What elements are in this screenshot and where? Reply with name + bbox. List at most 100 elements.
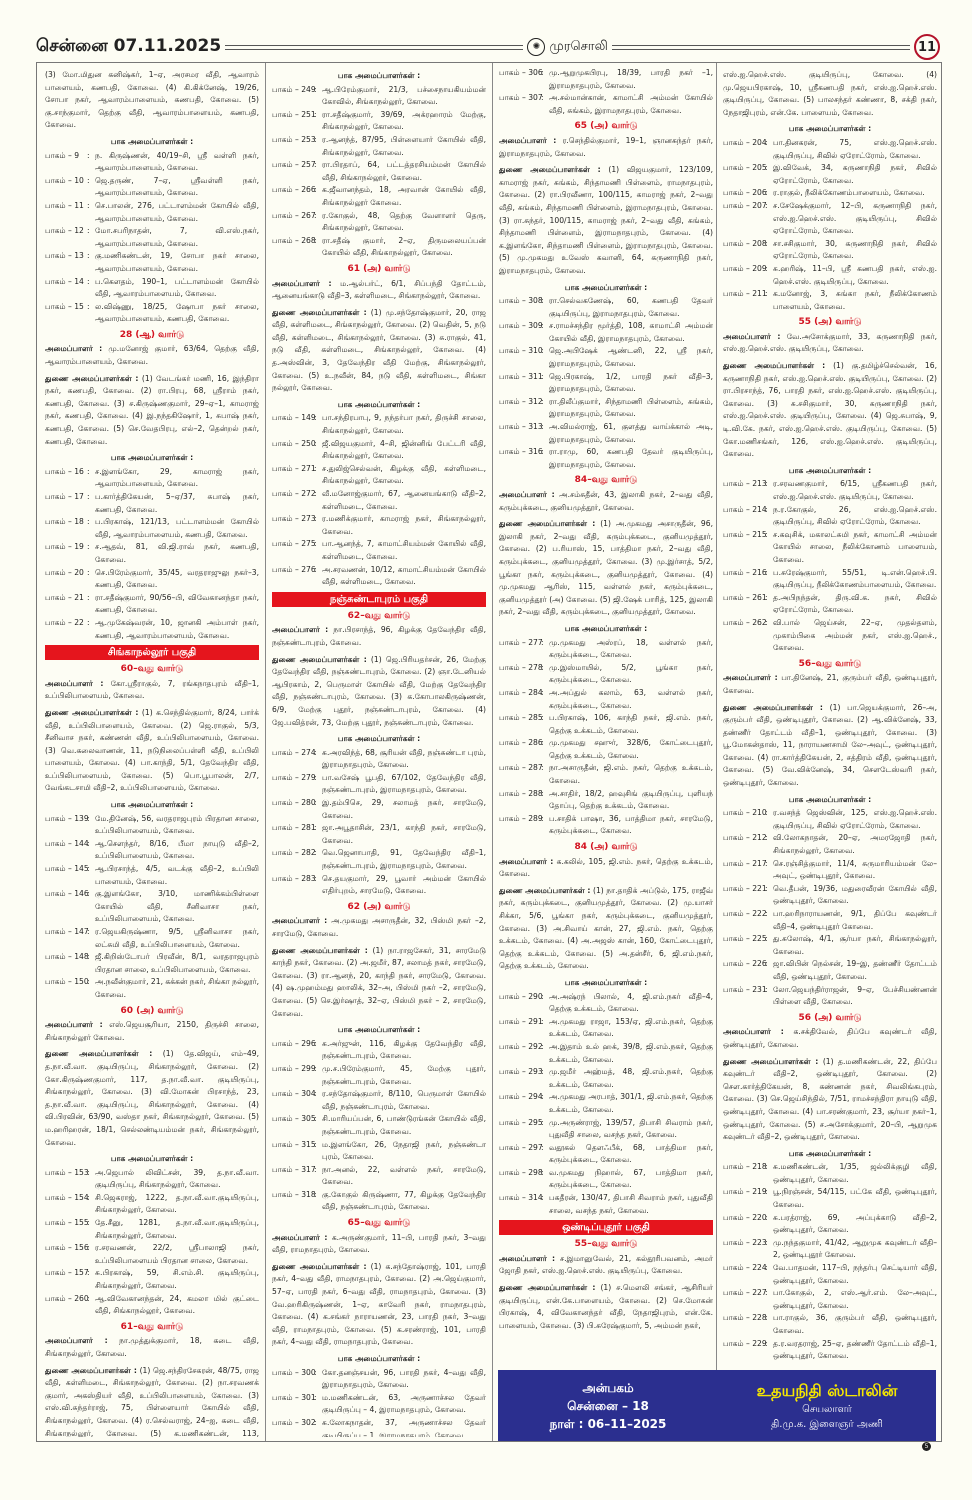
booth-organizer-details: ர.சரவணன், 22/2, ஸ்ரீபாலாஜி நகர், உப்பிலி… <box>95 1243 259 1265</box>
booth-organizer-details: ஜெ.பிரகாஷ், 1/2, பாரதி நகர் வீதி–3, இராம… <box>549 371 713 394</box>
separator: : <box>765 289 768 299</box>
separator: : <box>765 833 768 843</box>
booth-number: பாகம் – 284 <box>499 687 543 697</box>
separator: : <box>314 772 317 782</box>
separator: : <box>87 927 90 936</box>
separator: : <box>87 251 90 261</box>
page-number-badge: 11 <box>914 34 941 60</box>
booth-entry: பாகம் – 310: ஜெ.அபிஷேக் ஆண்டனி, 22, ஸ்ரீ … <box>499 345 713 370</box>
role-label: அமைப்பாளர் : <box>272 1232 328 1242</box>
booth-entry: பாகம் – 273: ர.மணிக்குமார், காமராஜ் நகர்,… <box>272 513 486 538</box>
booth-organizer-details: செ.ரஞ்சித்குமார், 11/4, சுருமாரியம்மன் ல… <box>773 858 937 881</box>
column-2: பாக அமைப்பாளர்கள் : பாகம் – 249: ஆ.பிரேம்க… <box>272 67 486 1437</box>
booth-number: பாகம் – 251 <box>272 109 316 119</box>
booth-entry: பாகம் – 228: பா.ராகுல், 36, குரும்பர் வீத… <box>723 1312 937 1337</box>
booth-entry: பாகம் – 268: ரா.சதீஷ் குமார், 2–ஏ, திருமல… <box>272 235 486 260</box>
booth-number: பாகம் – 271 <box>272 463 316 473</box>
booth-entry: பாகம் – 260: ஆ.விவேகானந்தன், 24, கமலா மில… <box>45 1293 259 1318</box>
booth-organizer-details: ர.வசந்த் ஜெஸ்வின், 125, எஸ்.ஐ.ஹெச்.எஸ். … <box>773 808 937 830</box>
booth-number: பாகம் – 276 <box>272 564 316 574</box>
booth-entry: பாகம் – 312: ரா.திலீப்குமார், சிந்தாமணி ப… <box>499 396 713 421</box>
booth-entry: பாகம் – 208: சா.சசிகுமார், 30, கருணாநிதி … <box>723 238 937 263</box>
organizer-details: அ.சம்சுதீன், 43, இலாகி நகர், 2–வது வீதி,… <box>499 490 713 512</box>
booth-entry: பாகம் – 13: கு.மணிகண்டன், 19, சோபா நகர் ச… <box>45 250 259 275</box>
booth-organizer-details: மு.ச.பிரேம்குமார், 45, மேற்கு புதூர், நஞ… <box>322 1063 486 1086</box>
separator: : <box>314 539 317 549</box>
booth-number: பாகம் – 291 <box>499 1016 543 1026</box>
booth-number: பாகம் – 273 <box>272 514 316 524</box>
separator: : <box>314 1367 317 1377</box>
organizer-details: க.அருண்குமார், 11–பி, பாரதி நகர், 3–வது … <box>272 1232 486 1255</box>
booth-number: பாகம் – 295 <box>499 1117 543 1127</box>
organizer-paragraph: துணை அமைப்பாளர்கள் : (1) ஜெ.பிரியதர்சன்,… <box>272 654 486 730</box>
booth-number: பாகம் – 211 <box>723 289 767 299</box>
ward-heading: 84 (அ) வார்டு <box>574 842 638 853</box>
organizer-paragraph: அமைப்பாளர் : எஸ்.ஜெயசூரியா, 2150, திருச்… <box>45 1019 259 1044</box>
booth-organizer-details: லோ.ஜெயந்திர்ராஜன், 9–ஏ, பேச்சியண்ணன் பிள… <box>773 984 937 1007</box>
booth-organizer-details: ப.சுரேஷ்குமார், 55/51, டி.என்.ஹெச்.பி. க… <box>773 567 937 590</box>
organizer-details: ர.செந்தில்குமார், 19–1, ஞானசுந்தர் நகர்,… <box>499 135 713 158</box>
separator: : <box>765 200 768 210</box>
separator: : <box>765 909 768 918</box>
booth-organizer-details: ர.ஜெயகிருஷ்ணா, 9/5, ஸ்ரீனிவாசா நகர், லட்… <box>95 927 259 949</box>
booth-organizer-details: ப.சாதிக் பாஷா, 36, பாத்திமா நகர், சாரமேட… <box>549 813 713 836</box>
booth-number: பாகம் – 144 <box>45 838 89 848</box>
organizer-paragraph: துணை அமைப்பாளர்கள் : (1) பா.ஜெயக்குமார்,… <box>723 702 937 790</box>
booth-number: பாகம் – 250 <box>272 438 316 448</box>
separator: : <box>87 1167 90 1177</box>
booth-number: பாகம் – 294 <box>499 1092 543 1102</box>
ward-heading: 61 (அ) வார்டு <box>347 263 411 274</box>
separator: : <box>541 1041 544 1051</box>
booth-organizer-details: து.சுலோஷ், 4/1, சூர்யா நகர், சிங்காநல்லூ… <box>773 934 937 956</box>
separator: : <box>314 185 317 195</box>
booth-organizers-heading: பாக அமைப்பாளர்கள் : <box>788 124 872 134</box>
booth-entry: பாகம் – 309: ச.ராமச்சந்திர மூர்த்தி, 108,… <box>499 320 713 345</box>
booth-entry: பாகம் – 149: பா.சந்திரபாபு, 9, நந்தர்பா ந… <box>272 412 486 437</box>
organizer-paragraph: துணை அமைப்பாளர்கள் : (1) ஜெ.சந்திரசேகரன்… <box>45 1365 259 1437</box>
booth-number: பாகம் – 209 <box>723 263 767 273</box>
booth-number: பாகம் – 268 <box>272 235 316 245</box>
booth-organizer-details: த.அபிநந்தன், திரு.வி.க. நகர், சிவில் ஏரோ… <box>773 592 937 615</box>
organizer-paragraph: அமைப்பாளர் : பா.தினேஷ், 21, குரும்பர் வீ… <box>723 672 937 697</box>
booth-number: பாகம் – 219 <box>723 1187 767 1197</box>
booth-entry: பாகம் – 144: ஆ.சௌந்தர், 8/16, பீமா நாயுடு… <box>45 838 259 863</box>
booth-number: பாகம் – 156 <box>45 1243 89 1253</box>
separator: : <box>541 1016 544 1026</box>
separator: : <box>541 687 544 697</box>
booth-entry: பாகம் – 157: சு.பிரகாஷ், 59, சி.எம்.சி. க… <box>45 1267 259 1292</box>
masthead-logo: ✺ முரசொலி <box>527 38 608 56</box>
booth-number: பாகம் – 11 <box>45 200 84 210</box>
separator: : <box>314 564 317 574</box>
booth-entry: பாகம் – 215: ச.கவுசிக், மகாலட்சுமி நகர், … <box>723 529 937 567</box>
separator: : <box>541 637 544 647</box>
booth-organizer-details: க.ஜீவானந்தம், 18, அரவான் கோயில் வீதி, சி… <box>322 185 486 207</box>
booth-number: பாகம் – 305 <box>272 1114 316 1124</box>
separator: : <box>87 813 90 823</box>
booth-organizer-details: பூ.நிரஞ்சன், 54/115, பட்கே வீதி, ஒண்டிபு… <box>773 1187 937 1210</box>
organizer-details: நா.பிரசாந்த், 96, கிழக்கு தேவேந்திர வீதி… <box>272 625 486 647</box>
organizer-paragraph: அமைப்பாளர் : நா.பிரசாந்த், 96, கிழக்கு த… <box>272 624 486 649</box>
booth-entry: பாகம் – 300: கோ.தனஞ்சயன், 96, பாரதி நகர்,… <box>272 1367 486 1392</box>
organizer-paragraph: துணை அமைப்பாளர்கள் : (1) நா.ராஜசேகர், 31… <box>272 945 486 1021</box>
separator: : <box>765 1237 768 1247</box>
booth-entry: பாகம் – 267: ர.கோகுல், 48, தெற்கு வேளாளர்… <box>272 210 486 235</box>
booth-organizer-details: ஜெ.தருண், 7–ஏ, ஸ்ரீவள்ளி நகர், ஆவாரம்பாள… <box>95 175 259 198</box>
booth-organizer-details: வி.லோகநாதன், 20–ஏ, அமரஜோதி நகர், சிங்காந… <box>773 833 937 856</box>
booth-organizer-details: ப.கார்த்திகேயன், 5–ஏ/37, சுபாஷ் நகர், கண… <box>95 492 259 514</box>
separator: : <box>87 889 90 899</box>
booth-organizer-details: ரா.சதீஷ்குமார், 39/69, அக்ரஹாரம் மேற்கு,… <box>322 109 486 132</box>
organizer-paragraph: அமைப்பாளர் : கோ.ஸ்ரீராகுல், 7, ரங்கநாதபு… <box>45 678 259 703</box>
separator: : <box>314 1392 317 1402</box>
booth-entry: பாகம் – 148: ஜீ.கிறிஸ்டோபர் பிரவீன், 8/1,… <box>45 951 259 976</box>
booth-number: பாகம் – 226 <box>723 959 767 969</box>
separator: : <box>541 296 544 306</box>
separator: : <box>314 747 317 757</box>
ward-heading: 62–வது வார்டு <box>347 610 411 621</box>
separator: : <box>87 1293 90 1303</box>
booth-number: பாகம் – 155 <box>45 1218 89 1228</box>
role-label: அமைப்பாளர் : <box>723 673 778 683</box>
booth-entry: பாகம் – 17: ப.கார்த்திகேயன், 5–ஏ/37, சுபா… <box>45 491 259 516</box>
booth-entry: பாகம் – 223: மு.நந்தகுமார், 41/42, ஆறுமுக… <box>723 1237 937 1262</box>
ward-heading: 56 (அ) வார்டு <box>798 1012 862 1023</box>
organizer-details: ம.ஆல்பர்ட், 6/1, சிப்பந்தி தோட்டம், ஆனைய… <box>272 278 486 301</box>
